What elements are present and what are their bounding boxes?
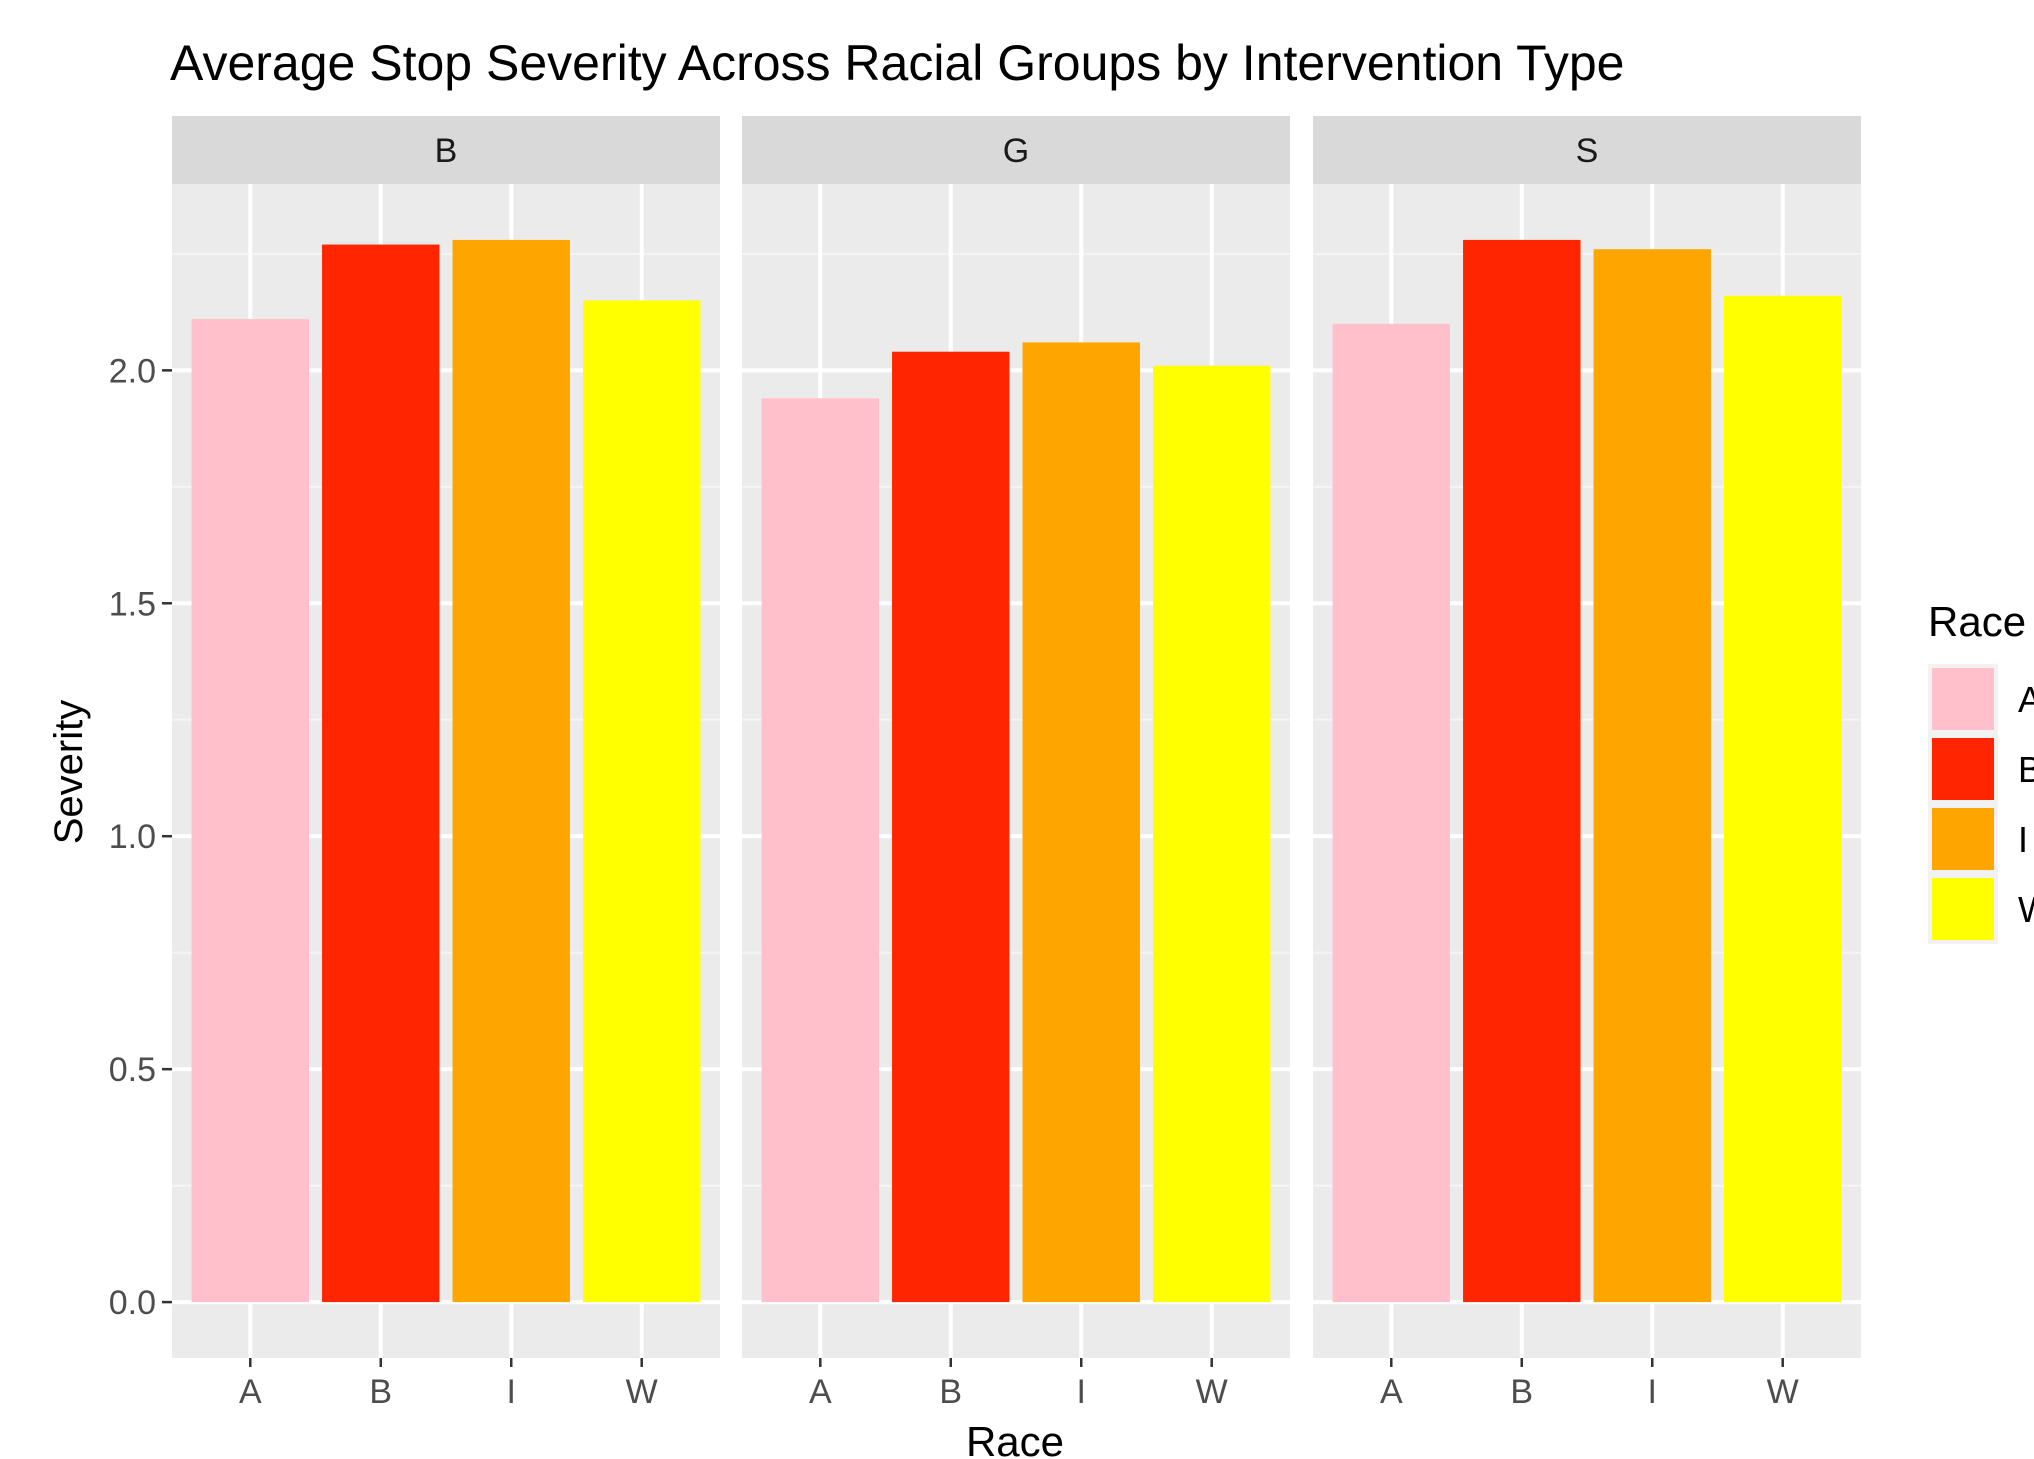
bar-b-b xyxy=(322,244,440,1303)
x-tick-label: B xyxy=(1510,1373,1533,1411)
legend-label: W xyxy=(2018,889,2034,930)
legend-label: I xyxy=(2018,819,2028,860)
x-tick-label: I xyxy=(1648,1373,1657,1411)
facet-strip xyxy=(742,116,1290,184)
facet-panel-b: B A B I W xyxy=(172,116,720,1411)
y-tick-label: 2.0 xyxy=(109,352,156,390)
bar-b-w xyxy=(583,300,701,1303)
facet-strip-label: S xyxy=(1576,132,1599,170)
facet-panel-s: S A B I W xyxy=(1313,116,1861,1411)
x-tick-label: W xyxy=(626,1373,658,1411)
x-tick-label: I xyxy=(507,1373,516,1411)
bar-s-i xyxy=(1593,249,1711,1303)
facet-strip xyxy=(1313,116,1861,184)
bar-s-a xyxy=(1332,323,1450,1303)
facet-strip-label: B xyxy=(435,132,458,170)
bar-g-a xyxy=(761,398,879,1303)
legend-item-i: I xyxy=(1928,804,2028,874)
legend-title: Race xyxy=(1928,598,2026,645)
legend-swatch xyxy=(1932,878,1994,940)
legend-item-b: B xyxy=(1928,734,2034,804)
legend-label: A xyxy=(2018,679,2034,720)
x-tick-label: B xyxy=(939,1373,962,1411)
x-tick-label: W xyxy=(1767,1373,1799,1411)
bar-b-a xyxy=(191,319,309,1303)
y-tick-label: 1.5 xyxy=(109,585,156,623)
facet-strip xyxy=(172,116,720,184)
facet-panel-g: G A B I W xyxy=(742,116,1290,1411)
legend-swatch xyxy=(1932,738,1994,800)
chart-title: Average Stop Severity Across Racial Grou… xyxy=(170,35,1624,91)
bar-s-b xyxy=(1463,239,1581,1303)
y-tick-label: 1.0 xyxy=(109,818,156,856)
bar-g-b xyxy=(892,351,1010,1303)
x-tick-label: A xyxy=(1380,1373,1403,1411)
bar-s-w xyxy=(1724,295,1842,1303)
bar-g-i xyxy=(1022,342,1140,1303)
legend-label: B xyxy=(2018,749,2034,790)
y-tick-label: 0.5 xyxy=(109,1051,156,1089)
y-tick-label: 0.0 xyxy=(109,1284,156,1322)
x-tick-label: B xyxy=(369,1373,392,1411)
legend-item-w: W xyxy=(1928,874,2034,944)
legend-item-a: A xyxy=(1928,664,2034,734)
x-tick-label: A xyxy=(809,1373,832,1411)
facet-strip-label: G xyxy=(1003,132,1029,170)
x-tick-label: W xyxy=(1196,1373,1228,1411)
legend-swatch xyxy=(1932,668,1994,730)
x-tick-label: I xyxy=(1077,1373,1086,1411)
bar-g-w xyxy=(1153,365,1271,1303)
x-axis-label: Race xyxy=(966,1418,1064,1459)
bar-b-i xyxy=(452,239,570,1303)
x-tick-label: A xyxy=(239,1373,262,1411)
legend-swatch xyxy=(1932,808,1994,870)
y-axis-label: Severity xyxy=(47,700,91,845)
